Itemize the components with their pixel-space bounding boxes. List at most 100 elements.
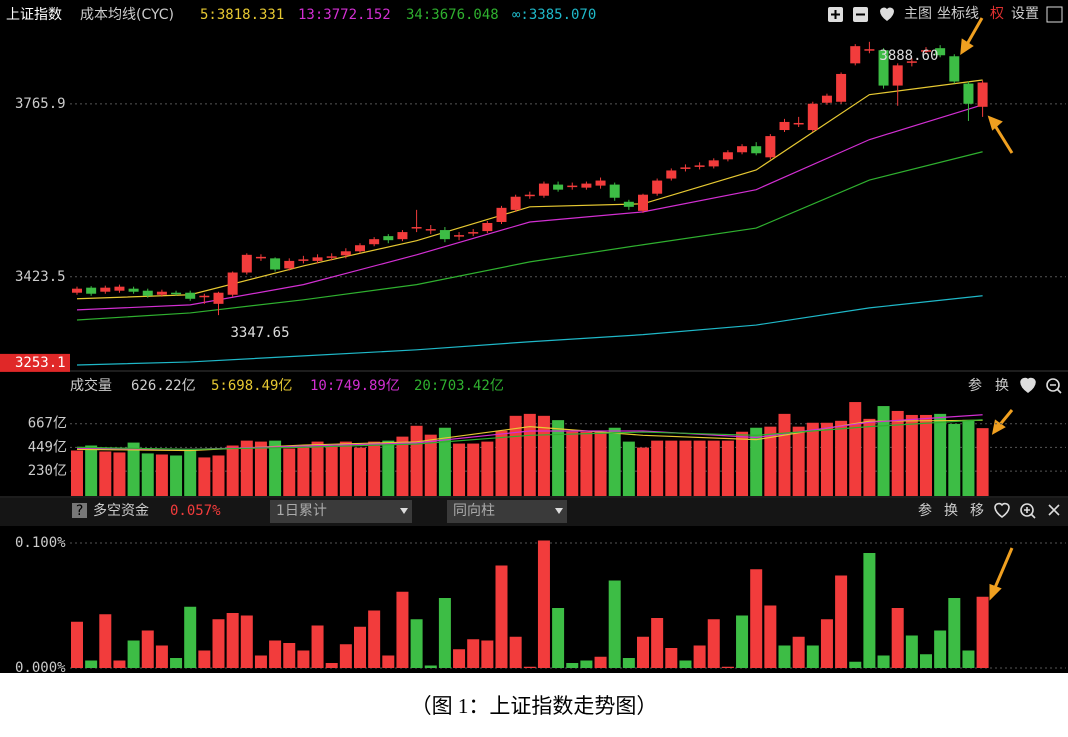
candle-body [355,245,365,252]
fund-bar [311,625,324,668]
dropdown-label[interactable]: 1日累计 [276,503,327,519]
legend-entry: 10:749.89亿 [310,378,400,394]
ma-line [76,295,983,366]
candle-body [383,236,394,241]
volume-bar [99,451,112,496]
volume-bar [170,455,183,496]
volume-bar [934,413,947,496]
volume-bar [424,434,437,496]
volume-bar [198,457,211,496]
panel-button[interactable]: 移 [970,503,984,519]
y-tick-label: 230亿 [28,463,67,479]
fund-bar [820,619,833,668]
volume-bar [905,414,918,496]
candle-body [72,288,82,293]
volume-bar [113,452,126,496]
toolbar-button[interactable]: 主图 [904,6,932,22]
volume-bar [438,427,451,496]
panel-button[interactable]: 换 [944,502,958,519]
fund-bar [269,640,282,668]
volume-bar [71,450,83,496]
fund-bar [410,619,423,668]
volume-bar [622,441,635,496]
fund-bar [155,645,168,668]
volume-bar [920,414,932,496]
dropdown-label[interactable]: 同向柱 [453,503,495,519]
volume-bar [835,420,848,496]
volume-bar [750,427,763,496]
volume-bar [707,440,720,496]
fund-bar [170,658,183,668]
candle-body [821,95,832,103]
candle-body [567,185,578,188]
fund-bar [325,663,338,668]
candle-body [779,121,790,131]
volume-bar [552,420,565,496]
candle-body [241,254,252,273]
caption: （图 1：上证指数走势图） [410,694,658,718]
candle-body [284,260,295,269]
panel-icons[interactable] [994,377,1062,519]
fund-bar [184,606,197,668]
fund-bar [509,636,522,668]
toolbar-button[interactable]: 权 [990,6,1004,22]
volume-bar [382,440,395,496]
fund-bar [679,660,692,668]
candle-body [255,256,266,259]
fund-bar [750,569,763,668]
fund-bar [71,621,83,668]
fund-bar [283,643,296,668]
fund-bar [453,649,466,668]
volume-bar [254,441,267,496]
candle-body [680,167,691,169]
fund-bar [778,645,791,668]
fund-bar [141,630,154,668]
candle-body [213,292,224,304]
legend-entry: ∞:3385.070 [512,7,596,23]
volume-bar [608,427,621,496]
fund-bar [608,580,621,668]
fund-bar [537,540,550,668]
volume-bar [820,422,833,496]
fund-bar [948,598,961,668]
toolbar-button[interactable]: 设置 [1011,6,1039,22]
candle-body [737,146,748,153]
candle-body [864,49,875,51]
toolbar-button[interactable]: 坐标线 [937,6,979,22]
volume-bar [679,440,692,496]
candle-body [397,232,408,240]
fund-bar [438,598,451,668]
fund-bar [240,615,253,668]
dropdown[interactable] [270,500,412,523]
candle-body [977,82,988,107]
candle-body [581,183,592,188]
panel-button[interactable]: 换 [995,377,1009,394]
candle-body [128,288,139,292]
panel-button[interactable]: 参 [918,502,932,519]
fund-bar [339,644,352,668]
help-icon[interactable] [72,503,87,518]
fund-bar [297,650,310,668]
volume-bar [325,446,338,496]
fund-bar [424,665,437,668]
candle-body [694,165,705,167]
volume-bar [155,454,168,496]
current-price-box [0,353,70,372]
current-value: 0.057% [170,503,221,519]
volume-bar [495,430,508,496]
candle-body [411,227,422,229]
fund-bar [622,658,635,668]
ma-line [76,104,983,311]
current-price-label: 3253.1 [15,355,66,371]
background [0,0,1068,673]
candle-body [722,152,733,160]
candle-body [538,183,549,196]
panel-button[interactable]: 参 [968,377,982,394]
candle-body [326,256,337,258]
candle-body [793,122,804,125]
dropdown[interactable] [447,500,567,523]
volume-bar [877,406,890,496]
volume-bar [863,418,876,496]
fund-bar [594,656,607,668]
